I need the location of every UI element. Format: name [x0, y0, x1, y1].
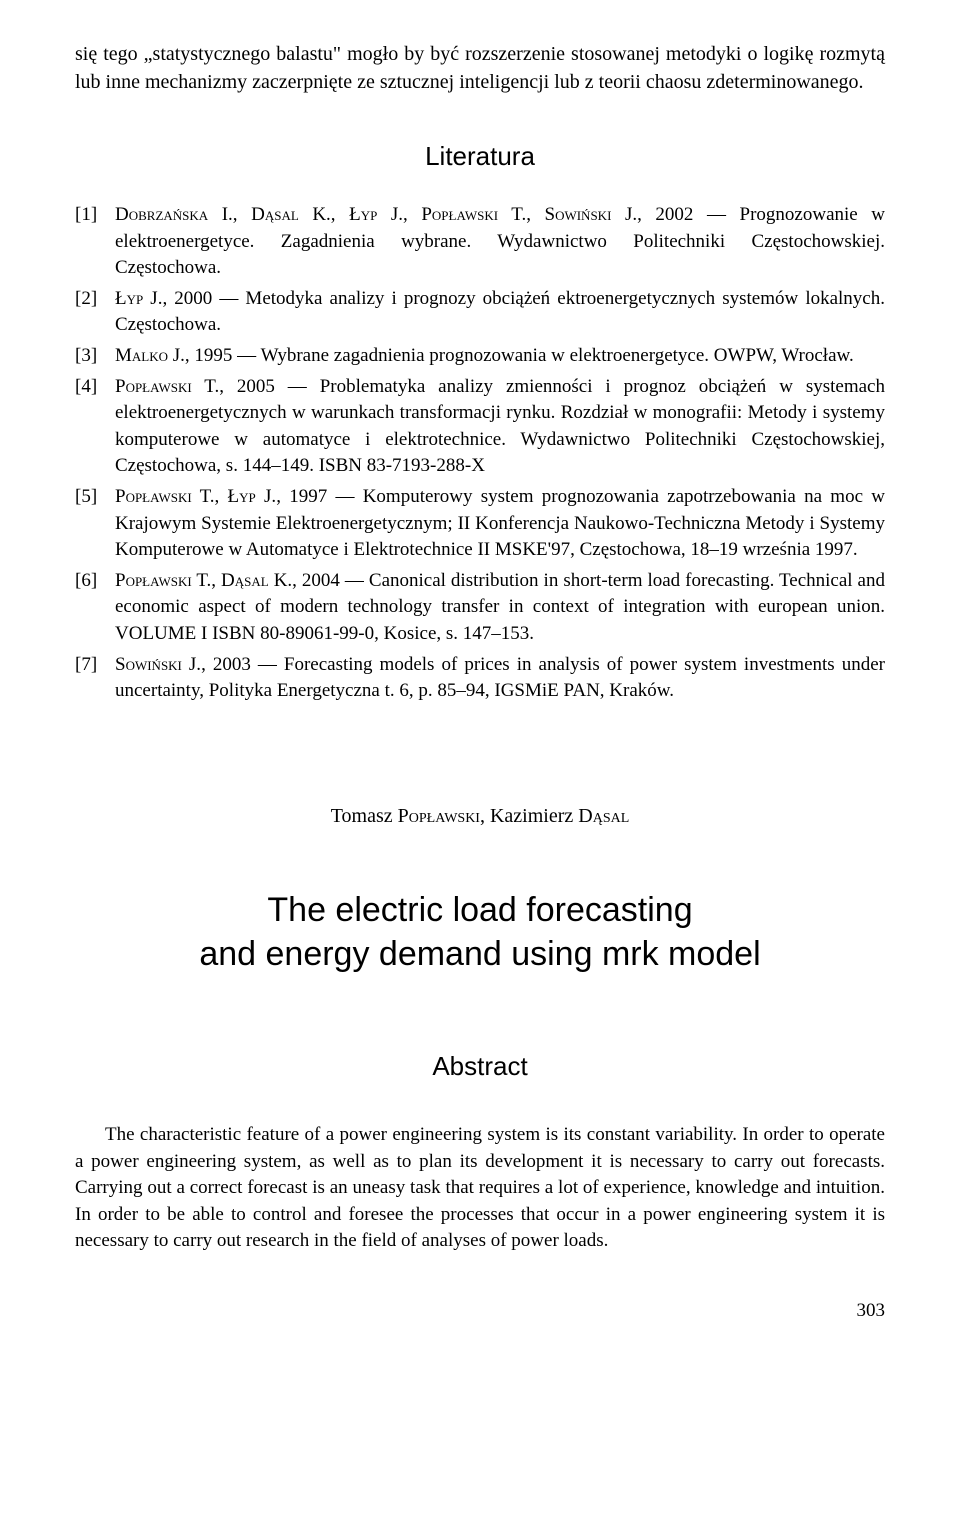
author1-last: Popławski	[398, 805, 480, 827]
ref-text: Popławski T., 2005 — Problematyka analiz…	[115, 374, 885, 480]
reference-item: [5] Popławski T., Łyp J., 1997 — Kompute…	[75, 484, 885, 564]
ref-text: Dobrzańska I., Dąsal K., Łyp J., Popławs…	[115, 202, 885, 282]
ref-author: Łyp J.	[115, 288, 162, 309]
ref-text: Popławski T., Łyp J., 1997 — Komputerowy…	[115, 484, 885, 564]
abstract-text: The characteristic feature of a power en…	[75, 1122, 885, 1255]
reference-item: [7] Sowiński J., 2003 — Forecasting mode…	[75, 652, 885, 705]
ref-index: [3]	[75, 343, 115, 370]
ref-index: [1]	[75, 202, 115, 282]
ref-body: , 1995 — Wybrane zagadnienia prognozowan…	[185, 345, 854, 366]
ref-text: Sowiński J., 2003 — Forecasting models o…	[115, 652, 885, 705]
title-line-1: The electric load forecasting	[267, 891, 692, 929]
author1-first: Tomasz	[331, 805, 393, 827]
ref-author: Popławski T.	[115, 376, 219, 397]
ref-author: Malko J.	[115, 345, 185, 366]
ref-author: Sowiński J.	[115, 654, 201, 675]
ref-index: [2]	[75, 286, 115, 339]
author2-last: Dąsal	[578, 805, 629, 827]
paper-title: The electric load forecasting and energy…	[75, 888, 885, 976]
authors-line: Tomasz Popławski, Kazimierz Dąsal	[75, 805, 885, 828]
reference-item: [4] Popławski T., 2005 — Problematyka an…	[75, 374, 885, 480]
ref-body: , 2005 — Problematyka analizy zmienności…	[115, 376, 885, 477]
reference-list: [1] Dobrzańska I., Dąsal K., Łyp J., Pop…	[75, 202, 885, 705]
intro-paragraph: się tego „statystycznego balastu" mogło …	[75, 40, 885, 96]
reference-item: [6] Popławski T., Dąsal K., 2004 — Canon…	[75, 568, 885, 648]
ref-text: Łyp J., 2000 — Metodyka analizy i progno…	[115, 286, 885, 339]
ref-index: [7]	[75, 652, 115, 705]
ref-author: Popławski T., Łyp J.	[115, 486, 276, 507]
ref-index: [4]	[75, 374, 115, 480]
reference-item: [3] Malko J., 1995 — Wybrane zagadnienia…	[75, 343, 885, 370]
page-number: 303	[75, 1300, 885, 1322]
abstract-heading: Abstract	[75, 1051, 885, 1082]
reference-item: [1] Dobrzańska I., Dąsal K., Łyp J., Pop…	[75, 202, 885, 282]
ref-text: Popławski T., Dąsal K., 2004 — Canonical…	[115, 568, 885, 648]
literature-heading: Literatura	[75, 141, 885, 172]
ref-text: Malko J., 1995 — Wybrane zagadnienia pro…	[115, 343, 885, 370]
ref-body: , 2000 — Metodyka analizy i prognozy obc…	[115, 288, 885, 336]
reference-item: [2] Łyp J., 2000 — Metodyka analizy i pr…	[75, 286, 885, 339]
ref-index: [5]	[75, 484, 115, 564]
author2-first: Kazimierz	[490, 805, 573, 827]
ref-author: Popławski T., Dąsal K.	[115, 570, 292, 591]
ref-author: Dobrzańska I., Dąsal K., Łyp J., Popławs…	[115, 204, 637, 225]
ref-body: , 2003 — Forecasting models of prices in…	[115, 654, 885, 702]
ref-index: [6]	[75, 568, 115, 648]
title-line-2: and energy demand using mrk model	[199, 935, 760, 973]
